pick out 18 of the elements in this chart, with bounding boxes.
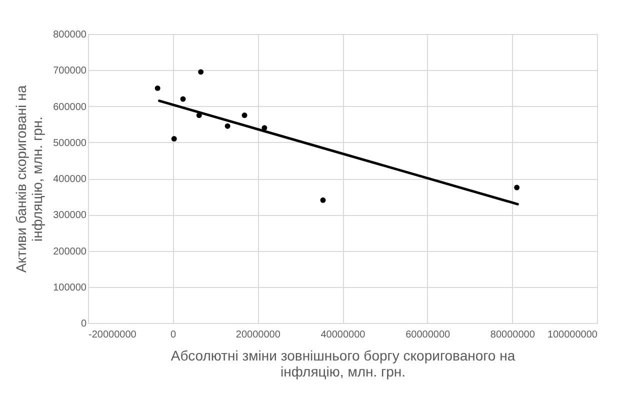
y-tick-label: 100000 — [53, 282, 87, 294]
x-axis-title: Абсолютні зміни зовнішнього боргу скоригованого на інфляцію, млн. грн. — [170, 348, 516, 380]
x-tick-label: 80000000 — [490, 330, 536, 340]
x-tick-label: 40000000 — [320, 330, 366, 340]
y-tick-label: 500000 — [53, 138, 87, 149]
x-tick-label: 0 — [170, 330, 177, 340]
x-tick-label: 100000000 — [547, 330, 598, 340]
y-tick-label: 300000 — [53, 210, 87, 222]
y-tick-label: 800000 — [53, 30, 87, 40]
y-tick-label: 600000 — [53, 102, 87, 113]
x-tick-label: -20000000 — [88, 330, 137, 340]
x-tick-label: 20000000 — [236, 330, 281, 340]
y-tick-label: 400000 — [53, 174, 87, 185]
y-tick-label: 700000 — [53, 66, 87, 77]
x-tick-label: 60000000 — [406, 330, 451, 340]
y-tick-label: 200000 — [53, 246, 87, 258]
y-tick-label: 0 — [80, 318, 87, 330]
y-axis-title: Активи банків скориговані на інфляцію, млн. грн. — [13, 85, 46, 273]
